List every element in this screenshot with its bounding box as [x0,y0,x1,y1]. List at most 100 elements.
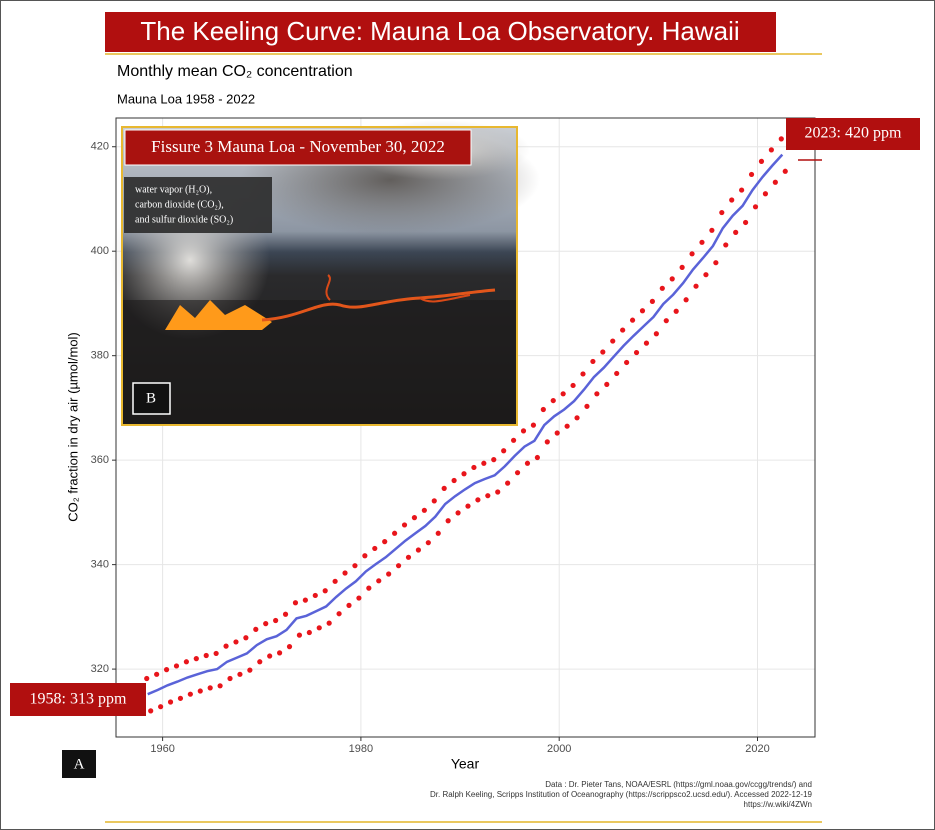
data-point [223,643,229,649]
data-point [679,264,685,270]
data-point [425,540,431,546]
data-point [273,617,279,624]
tag: A [74,756,85,772]
data-point [392,530,398,536]
data-point [461,471,467,477]
lava-flow [261,288,496,322]
data-point [451,477,457,484]
x-tick-label: 2020 [745,743,769,755]
data-point [401,522,408,528]
y-tick-label: 380 [91,350,109,362]
data-point [154,671,160,677]
caption: water vapor (H₂O), [135,184,212,195]
data-point [233,639,239,645]
data-point [610,338,616,344]
data-point [207,685,213,691]
data-point [415,547,422,553]
data-point [163,667,170,673]
data-point [669,276,675,282]
data-point [659,285,665,291]
data-point [614,370,620,377]
data-point [435,530,441,536]
data-point [316,625,322,631]
banner-title: The Keeling Curve: Mauna Loa Observatory… [140,16,739,46]
data-point [475,497,481,503]
data-point [495,489,501,495]
y-tick-label: 360 [91,454,109,466]
data-point [590,358,596,365]
data-point [550,397,556,404]
data-point [693,283,699,289]
callout: 2023: 420 ppm [805,125,902,142]
data-point [237,671,243,677]
data-point [322,588,328,594]
data-point [445,518,451,524]
data-point [633,349,640,356]
caption: carbon dioxide (CO₂), [135,199,224,210]
x-tick-label: 2000 [547,743,571,755]
inset-title-box [124,129,472,166]
data-point [376,578,382,584]
data-point [683,297,689,303]
data-point [227,675,233,682]
inset-title: Fissure 3 Mauna Loa - November 30, 2022 [151,137,445,156]
data-point [584,403,590,409]
data-point [768,147,774,153]
data-point [564,423,570,429]
data-point [243,635,249,641]
data-point [183,659,189,665]
data-point [481,460,487,466]
data-point [465,503,471,509]
data-point [643,340,650,346]
data-point [739,187,745,193]
data-point [762,191,769,197]
data-point [193,656,199,662]
data-point [276,650,283,656]
y-tick-label: 340 [91,559,109,571]
data-point [534,454,540,461]
data-point [336,611,342,617]
data-point [629,317,636,323]
data-point [144,675,150,682]
data-point [197,688,203,694]
data-point [540,406,546,413]
data-point [580,371,586,377]
data-point [306,629,312,636]
data-point [600,349,606,355]
banner-box [105,12,776,52]
data-point [431,498,437,504]
data-point [758,158,765,164]
fire [165,300,272,330]
inset-photo: Fissure 3 Mauna Loa - November 30, 2022 … [110,120,540,426]
data-point [653,331,659,337]
x-tick-label: 1980 [349,743,373,755]
data-point [699,239,705,245]
data-point [362,553,368,559]
data-point [332,578,338,584]
callout-box [10,683,146,716]
data-point [742,219,749,226]
data-point [187,691,193,697]
data-point [510,437,517,443]
x-axis-label: Year [451,756,480,772]
data-point [263,621,269,627]
data-point [544,439,550,445]
y-axis-label: CO₂ fraction in dry air (µmol/mol) [65,332,80,522]
data-point [748,171,755,178]
data-point [752,204,759,210]
data-point [703,272,709,278]
source: Data : Dr. Pieter Tans, NOAA/ESRL (https… [545,780,812,789]
inset-border [121,126,518,426]
data-point [604,381,610,388]
data-point [501,448,507,454]
data-point [733,229,739,235]
data-point [485,493,491,499]
data-point [158,704,164,710]
lava-flow [325,274,471,303]
trend-line [147,153,784,696]
data-point [441,485,447,491]
data-point [574,415,580,421]
data-point [689,251,695,257]
y-tick-label: 320 [91,663,109,675]
plot-border [115,117,816,738]
